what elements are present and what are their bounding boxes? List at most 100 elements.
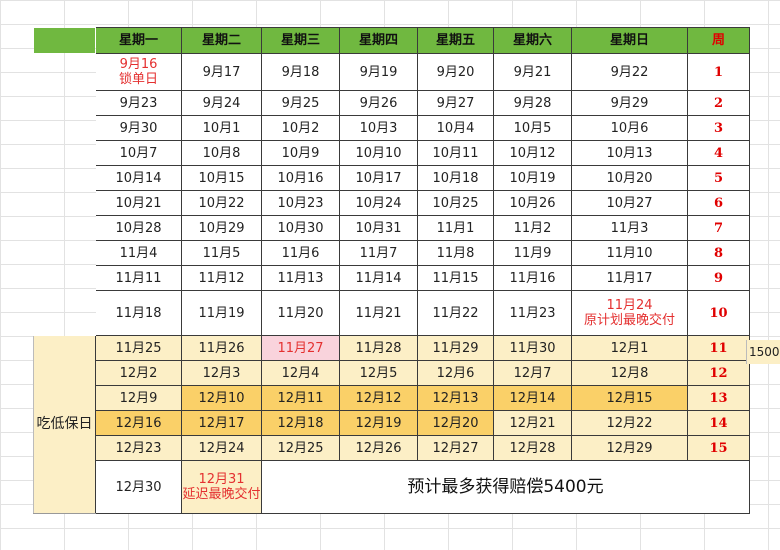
date-cell[interactable]: 11月13 bbox=[261, 265, 340, 291]
date-cell[interactable]: 12月30 bbox=[95, 460, 182, 514]
date-cell[interactable]: 12月27 bbox=[417, 435, 494, 461]
week-number-cell[interactable]: 11 bbox=[687, 335, 750, 361]
date-cell[interactable]: 11月3 bbox=[571, 215, 688, 241]
header-day-cell[interactable]: 星期五 bbox=[417, 27, 494, 54]
date-cell[interactable]: 12月10 bbox=[181, 385, 262, 411]
header-day-cell[interactable]: 星期日 bbox=[571, 27, 688, 54]
date-cell[interactable]: 12月6 bbox=[417, 360, 494, 386]
date-cell[interactable]: 10月9 bbox=[261, 140, 340, 166]
date-cell[interactable]: 11月14 bbox=[339, 265, 418, 291]
header-day-cell[interactable]: 星期三 bbox=[261, 27, 340, 54]
date-cell[interactable]: 11月2 bbox=[493, 215, 572, 241]
week-number-cell[interactable]: 8 bbox=[687, 240, 750, 266]
date-cell[interactable]: 10月20 bbox=[571, 165, 688, 191]
week-number-cell[interactable]: 15 bbox=[687, 435, 750, 461]
date-cell[interactable]: 10月18 bbox=[417, 165, 494, 191]
week-number-cell[interactable]: 1 bbox=[687, 53, 750, 91]
week-number-cell[interactable]: 2 bbox=[687, 90, 750, 116]
week-number-cell[interactable]: 3 bbox=[687, 115, 750, 141]
date-cell[interactable]: 9月23 bbox=[95, 90, 182, 116]
date-cell[interactable]: 10月27 bbox=[571, 190, 688, 216]
date-cell[interactable]: 12月21 bbox=[493, 410, 572, 436]
date-cell[interactable]: 9月30 bbox=[95, 115, 182, 141]
date-cell[interactable]: 12月22 bbox=[571, 410, 688, 436]
compensation-summary-cell[interactable]: 预计最多获得赔偿5400元 bbox=[261, 460, 750, 514]
date-cell[interactable]: 11月9 bbox=[493, 240, 572, 266]
header-day-cell[interactable]: 星期六 bbox=[493, 27, 572, 54]
date-cell[interactable]: 12月9 bbox=[95, 385, 182, 411]
date-cell[interactable]: 10月21 bbox=[95, 190, 182, 216]
date-cell[interactable]: 12月26 bbox=[339, 435, 418, 461]
date-cell[interactable]: 10月24 bbox=[339, 190, 418, 216]
date-cell[interactable]: 11月7 bbox=[339, 240, 418, 266]
date-cell[interactable]: 12月16 bbox=[95, 410, 182, 436]
week-number-cell[interactable]: 13 bbox=[687, 385, 750, 411]
date-cell[interactable]: 11月20 bbox=[261, 290, 340, 336]
date-cell[interactable]: 11月27 bbox=[261, 335, 340, 361]
date-cell[interactable]: 9月26 bbox=[339, 90, 418, 116]
date-cell[interactable]: 9月25 bbox=[261, 90, 340, 116]
date-cell[interactable]: 11月21 bbox=[339, 290, 418, 336]
date-cell[interactable]: 11月24 原计划最晚交付 bbox=[571, 290, 688, 336]
week-number-cell[interactable]: 7 bbox=[687, 215, 750, 241]
date-cell[interactable]: 10月31 bbox=[339, 215, 418, 241]
date-cell[interactable]: 11月11 bbox=[95, 265, 182, 291]
date-cell[interactable]: 12月14 bbox=[493, 385, 572, 411]
week-number-cell[interactable]: 6 bbox=[687, 190, 750, 216]
date-cell[interactable]: 11月10 bbox=[571, 240, 688, 266]
header-day-cell[interactable]: 星期四 bbox=[339, 27, 418, 54]
date-cell[interactable]: 12月3 bbox=[181, 360, 262, 386]
header-day-cell[interactable]: 星期二 bbox=[181, 27, 262, 54]
date-cell[interactable]: 10月25 bbox=[417, 190, 494, 216]
date-cell[interactable]: 10月14 bbox=[95, 165, 182, 191]
date-cell[interactable]: 11月17 bbox=[571, 265, 688, 291]
side-label-cell[interactable]: 吃低保日 bbox=[33, 335, 96, 514]
date-cell[interactable]: 11月29 bbox=[417, 335, 494, 361]
date-cell[interactable]: 10月23 bbox=[261, 190, 340, 216]
date-cell[interactable]: 12月20 bbox=[417, 410, 494, 436]
date-cell[interactable]: 10月30 bbox=[261, 215, 340, 241]
date-cell[interactable]: 12月2 bbox=[95, 360, 182, 386]
date-cell[interactable]: 12月17 bbox=[181, 410, 262, 436]
date-cell[interactable]: 12月23 bbox=[95, 435, 182, 461]
date-cell[interactable]: 9月16 锁单日 bbox=[95, 53, 182, 91]
date-cell[interactable]: 9月17 bbox=[181, 53, 262, 91]
date-cell[interactable]: 11月4 bbox=[95, 240, 182, 266]
week-number-cell[interactable]: 5 bbox=[687, 165, 750, 191]
date-cell[interactable]: 9月18 bbox=[261, 53, 340, 91]
date-cell[interactable]: 10月28 bbox=[95, 215, 182, 241]
date-cell[interactable]: 10月29 bbox=[181, 215, 262, 241]
date-cell[interactable]: 9月21 bbox=[493, 53, 572, 91]
date-cell[interactable]: 12月29 bbox=[571, 435, 688, 461]
date-cell[interactable]: 12月7 bbox=[493, 360, 572, 386]
date-cell[interactable]: 12月8 bbox=[571, 360, 688, 386]
date-cell[interactable]: 12月24 bbox=[181, 435, 262, 461]
date-cell[interactable]: 9月28 bbox=[493, 90, 572, 116]
date-cell[interactable]: 9月29 bbox=[571, 90, 688, 116]
date-cell[interactable]: 9月20 bbox=[417, 53, 494, 91]
date-cell[interactable]: 11月5 bbox=[181, 240, 262, 266]
date-cell[interactable]: 9月27 bbox=[417, 90, 494, 116]
date-cell[interactable]: 10月15 bbox=[181, 165, 262, 191]
date-cell[interactable]: 10月1 bbox=[181, 115, 262, 141]
date-cell[interactable]: 11月22 bbox=[417, 290, 494, 336]
date-cell[interactable]: 12月25 bbox=[261, 435, 340, 461]
date-cell[interactable]: 10月8 bbox=[181, 140, 262, 166]
date-cell[interactable]: 10月19 bbox=[493, 165, 572, 191]
date-cell[interactable]: 11月30 bbox=[493, 335, 572, 361]
date-cell[interactable]: 11月1 bbox=[417, 215, 494, 241]
date-cell[interactable]: 10月2 bbox=[261, 115, 340, 141]
week-number-cell[interactable]: 10 bbox=[687, 290, 750, 336]
header-week-cell[interactable]: 周 bbox=[687, 27, 750, 54]
date-cell[interactable]: 12月4 bbox=[261, 360, 340, 386]
date-cell[interactable]: 11月23 bbox=[493, 290, 572, 336]
date-cell[interactable]: 10月3 bbox=[339, 115, 418, 141]
date-cell[interactable]: 12月28 bbox=[493, 435, 572, 461]
date-cell[interactable]: 11月25 bbox=[95, 335, 182, 361]
date-cell[interactable]: 9月24 bbox=[181, 90, 262, 116]
week-number-cell[interactable]: 14 bbox=[687, 410, 750, 436]
week-number-cell[interactable]: 12 bbox=[687, 360, 750, 386]
date-cell[interactable]: 10月16 bbox=[261, 165, 340, 191]
date-cell[interactable]: 10月22 bbox=[181, 190, 262, 216]
date-cell[interactable]: 11月26 bbox=[181, 335, 262, 361]
